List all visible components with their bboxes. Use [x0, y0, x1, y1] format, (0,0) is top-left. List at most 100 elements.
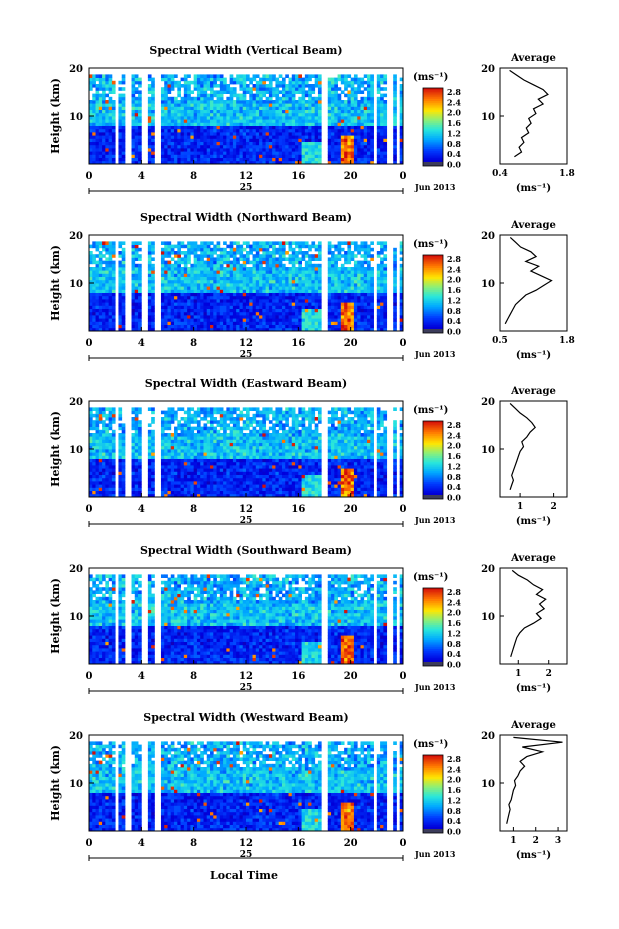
heatmap-cell — [275, 122, 280, 126]
heatmap-cell — [190, 289, 195, 293]
colorbar-swatch — [423, 139, 443, 143]
heatmap-cell — [268, 302, 273, 306]
heatmap-cell — [370, 106, 374, 110]
heatmap-cell — [102, 490, 106, 495]
heatmap-cell — [190, 276, 195, 281]
heatmap-cell — [131, 436, 136, 440]
heatmap-cell — [183, 263, 188, 268]
heatmap-cell — [259, 135, 263, 139]
heatmap-cell — [193, 141, 198, 146]
heatmap-cell — [353, 327, 358, 332]
heatmap-cell — [334, 273, 338, 277]
heatmap-cell — [376, 263, 381, 268]
heatmap-cell — [187, 321, 191, 325]
heatmap-cell — [160, 493, 165, 498]
heatmap-cell — [347, 141, 352, 146]
heatmap-cell — [134, 74, 139, 78]
y-axis-label: Height (km) — [49, 245, 62, 321]
heatmap-cell — [278, 132, 283, 136]
heatmap-cell — [232, 279, 237, 284]
heatmap-cell — [344, 267, 348, 271]
heatmap-cell — [92, 144, 96, 149]
heatmap-cell — [193, 157, 198, 162]
heatmap-cell — [160, 260, 165, 265]
heatmap-cell — [236, 154, 240, 158]
heatmap-cell — [376, 106, 381, 110]
heatmap-cell — [170, 315, 175, 319]
heatmap-cell — [246, 128, 250, 133]
heatmap-cell — [249, 151, 253, 155]
heatmap-cell — [167, 299, 172, 303]
heatmap-cell — [213, 295, 217, 300]
heatmap-cell — [272, 244, 276, 249]
heatmap-cell — [160, 321, 165, 325]
heatmap-cell — [193, 244, 198, 249]
heatmap-cell — [131, 247, 136, 252]
heatmap-cell — [331, 267, 335, 271]
heatmap-cell — [193, 276, 198, 281]
heatmap-cell — [206, 93, 211, 98]
heatmap-cell — [187, 151, 191, 155]
heatmap-cell — [298, 125, 302, 130]
heatmap-cell — [383, 241, 388, 245]
heatmap-cell — [308, 327, 312, 332]
heatmap-cell — [376, 128, 381, 133]
heatmap-cell — [102, 449, 106, 453]
heatmap-cell — [353, 308, 358, 313]
heatmap-cell — [236, 157, 240, 162]
heatmap-cell — [242, 93, 247, 98]
heatmap-cell — [278, 318, 283, 322]
heatmap-cell — [291, 148, 296, 152]
heatmap-cell — [183, 273, 188, 277]
heatmap-cell — [193, 100, 198, 104]
heatmap-cell — [216, 254, 221, 258]
heatmap-cell — [183, 103, 188, 107]
heatmap-cell — [200, 103, 204, 107]
y-tick-label: 20 — [69, 231, 83, 242]
heatmap-cell — [160, 292, 165, 297]
heatmap-cell — [164, 77, 168, 82]
heatmap-cell — [311, 116, 316, 120]
heatmap-cell — [347, 125, 352, 130]
heatmap-cell — [246, 116, 250, 120]
heatmap-cell — [317, 151, 322, 155]
heatmap-cell — [340, 286, 345, 290]
y-tick-label: 10 — [69, 112, 83, 123]
heatmap-cell — [118, 417, 123, 421]
heatmap-cell — [288, 267, 293, 271]
heatmap-cell — [193, 270, 198, 274]
heatmap-cell — [108, 295, 113, 300]
heatmap-cell — [281, 273, 286, 277]
heatmap-cell — [265, 260, 270, 265]
heatmap-cell — [380, 80, 384, 85]
heatmap-cell — [102, 481, 106, 485]
heatmap-cell — [187, 327, 191, 332]
heatmap-cell — [337, 141, 342, 146]
heatmap-cell — [187, 84, 191, 88]
heatmap-cell — [131, 417, 136, 421]
heatmap-cell — [350, 321, 355, 325]
heatmap-cell — [105, 87, 110, 91]
heatmap-cell — [393, 327, 397, 332]
heatmap-cell — [229, 132, 234, 136]
heatmap-cell — [262, 321, 267, 325]
heatmap-cell — [291, 283, 296, 287]
heatmap-cell — [298, 315, 302, 319]
heatmap-cell — [295, 270, 299, 274]
x-tick-label: 12 — [239, 171, 253, 182]
heatmap-cell — [102, 119, 106, 123]
heatmap-cell — [383, 122, 388, 126]
heatmap-cell — [272, 93, 276, 98]
heatmap-cell — [353, 305, 358, 309]
heatmap-cell — [291, 270, 296, 274]
heatmap-cell — [239, 157, 244, 162]
heatmap-cell — [399, 100, 404, 104]
heatmap-cell — [327, 251, 332, 255]
heatmap-cell — [105, 318, 110, 322]
heatmap-cell — [200, 100, 204, 104]
heatmap-cell — [259, 267, 263, 271]
heatmap-cell — [399, 122, 404, 126]
heatmap-cell — [118, 80, 123, 85]
heatmap-cell — [98, 302, 103, 306]
heatmap-cell — [249, 119, 253, 123]
